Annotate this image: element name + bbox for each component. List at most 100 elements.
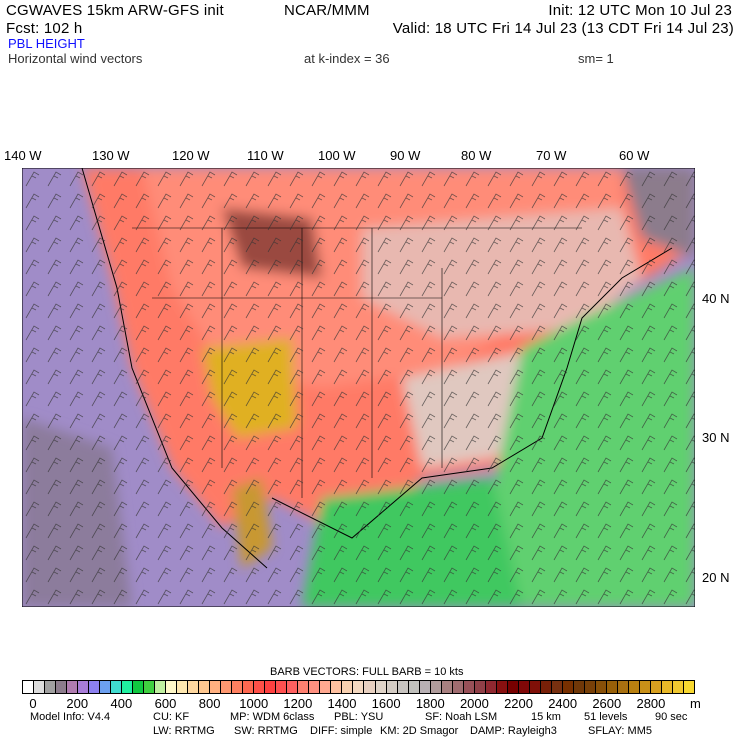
levels: 51 levels	[584, 711, 628, 723]
color-bar-swatch	[111, 681, 123, 693]
color-bar-tick-label: 800	[198, 696, 221, 711]
color-bar-swatch	[100, 681, 112, 693]
surface-scheme: SF: Noah LSM	[425, 711, 498, 723]
color-bar-tick-label: 2400	[548, 696, 578, 711]
resolution: 15 km	[531, 711, 561, 723]
color-bar-swatch	[331, 681, 343, 693]
shortwave-scheme: SW: RRTMG	[234, 725, 298, 737]
diffusion: DIFF: simple	[310, 725, 373, 737]
color-bar-tick-label: 1000	[239, 696, 269, 711]
pbl-scheme: PBL: YSU	[334, 711, 384, 723]
lon-label: 80 W	[461, 148, 492, 163]
lon-label: 60 W	[619, 148, 650, 163]
lon-label: 90 W	[390, 148, 421, 163]
lon-label: 110 W	[247, 148, 284, 163]
color-bar-swatch	[650, 681, 662, 693]
color-bar	[22, 680, 695, 694]
color-bar-swatch	[23, 681, 35, 693]
color-bar-swatch	[485, 681, 497, 693]
km-option: KM: 2D Smagor	[380, 725, 459, 737]
color-bar-tick-label: 1800	[415, 696, 445, 711]
color-bar-swatch	[199, 681, 211, 693]
unit-label: m	[690, 696, 701, 711]
color-bar-swatch	[364, 681, 376, 693]
color-bar-swatch	[507, 681, 519, 693]
color-bar-swatch	[518, 681, 530, 693]
color-bar-swatch	[672, 681, 684, 693]
color-bar-swatch	[155, 681, 167, 693]
lat-label: 20 N	[702, 570, 730, 585]
color-bar-swatch	[144, 681, 156, 693]
color-bar-swatch	[309, 681, 321, 693]
color-bar-tick-label: 2800	[636, 696, 666, 711]
color-bar-swatch	[419, 681, 431, 693]
color-bar-swatch	[210, 681, 222, 693]
surface-layer: SFLAY: MM5	[588, 725, 652, 737]
color-bar-tick-label: 2600	[592, 696, 622, 711]
color-bar-swatch	[78, 681, 90, 693]
color-bar-swatch	[34, 681, 46, 693]
color-bar-swatch	[639, 681, 651, 693]
color-bar-swatch	[221, 681, 233, 693]
barb-note: BARB VECTORS: FULL BARB = 10 kts	[270, 666, 464, 678]
damping: DAMP: Rayleigh3	[470, 725, 557, 737]
color-bar-swatch	[386, 681, 398, 693]
longwave-scheme: LW: RRTMG	[153, 725, 215, 737]
microphysics-scheme: MP: WDM 6class	[230, 711, 315, 723]
color-bar-swatch	[89, 681, 101, 693]
valid-time: Valid: 18 UTC Fri 14 Jul 23 (13 CDT Fri …	[392, 20, 734, 37]
color-bar-swatch	[617, 681, 629, 693]
color-bar-swatch	[45, 681, 57, 693]
color-bar-swatch	[529, 681, 541, 693]
lat-label: 30 N	[702, 430, 730, 445]
color-bar-swatch	[265, 681, 277, 693]
color-bar-swatch	[353, 681, 365, 693]
lon-label: 140 W	[4, 148, 42, 163]
color-bar-swatch	[342, 681, 354, 693]
color-bar-swatch	[375, 681, 387, 693]
color-bar-swatch	[683, 681, 694, 693]
color-bar-swatch	[397, 681, 409, 693]
color-bar-swatch	[122, 681, 134, 693]
color-bar-swatch	[276, 681, 288, 693]
color-bar-tick-label: 0	[29, 696, 37, 711]
color-bar-swatch	[628, 681, 640, 693]
pbl-height-map	[22, 168, 695, 607]
color-bar-tick-label: 400	[110, 696, 133, 711]
color-bar-tick-label: 2000	[459, 696, 489, 711]
color-bar-swatch	[232, 681, 244, 693]
color-bar-tick-label: 200	[66, 696, 89, 711]
wind-barbs	[22, 168, 695, 607]
color-bar-swatch	[188, 681, 200, 693]
color-bar-swatch	[254, 681, 266, 693]
color-bar-tick-label: 2200	[504, 696, 533, 711]
timestep: 90 sec	[655, 711, 688, 723]
color-bar-tick-label: 600	[154, 696, 177, 711]
color-bar-tick-label: 1200	[283, 696, 313, 711]
lat-label: 40 N	[702, 291, 730, 306]
model-title: CGWAVES 15km ARW-GFS init	[6, 2, 224, 19]
color-bar-swatch	[463, 681, 475, 693]
color-bar-swatch	[408, 681, 420, 693]
model-info: Model Info: V4.4	[30, 711, 111, 723]
color-bar-swatch	[496, 681, 508, 693]
organization: NCAR/MMM	[284, 2, 370, 19]
lon-label: 100 W	[318, 148, 356, 163]
color-bar-swatch	[243, 681, 255, 693]
color-bar-swatch	[287, 681, 299, 693]
color-bar-swatch	[562, 681, 574, 693]
color-bar-swatch	[584, 681, 596, 693]
color-bar-swatch	[551, 681, 563, 693]
color-bar-swatch	[67, 681, 79, 693]
field-name: PBL HEIGHT	[8, 36, 85, 51]
color-bar-swatch	[540, 681, 552, 693]
init-time: Init: 12 UTC Mon 10 Jul 23	[548, 2, 732, 19]
k-index: at k-index = 36	[304, 51, 390, 66]
color-bar-swatch	[430, 681, 442, 693]
color-bar-swatch	[661, 681, 673, 693]
color-bar-tick-label: 1400	[327, 696, 357, 711]
lon-label: 70 W	[536, 148, 567, 163]
color-bar-swatch	[133, 681, 145, 693]
color-bar-tick-label: 1600	[371, 696, 401, 711]
color-bar-swatch	[573, 681, 585, 693]
